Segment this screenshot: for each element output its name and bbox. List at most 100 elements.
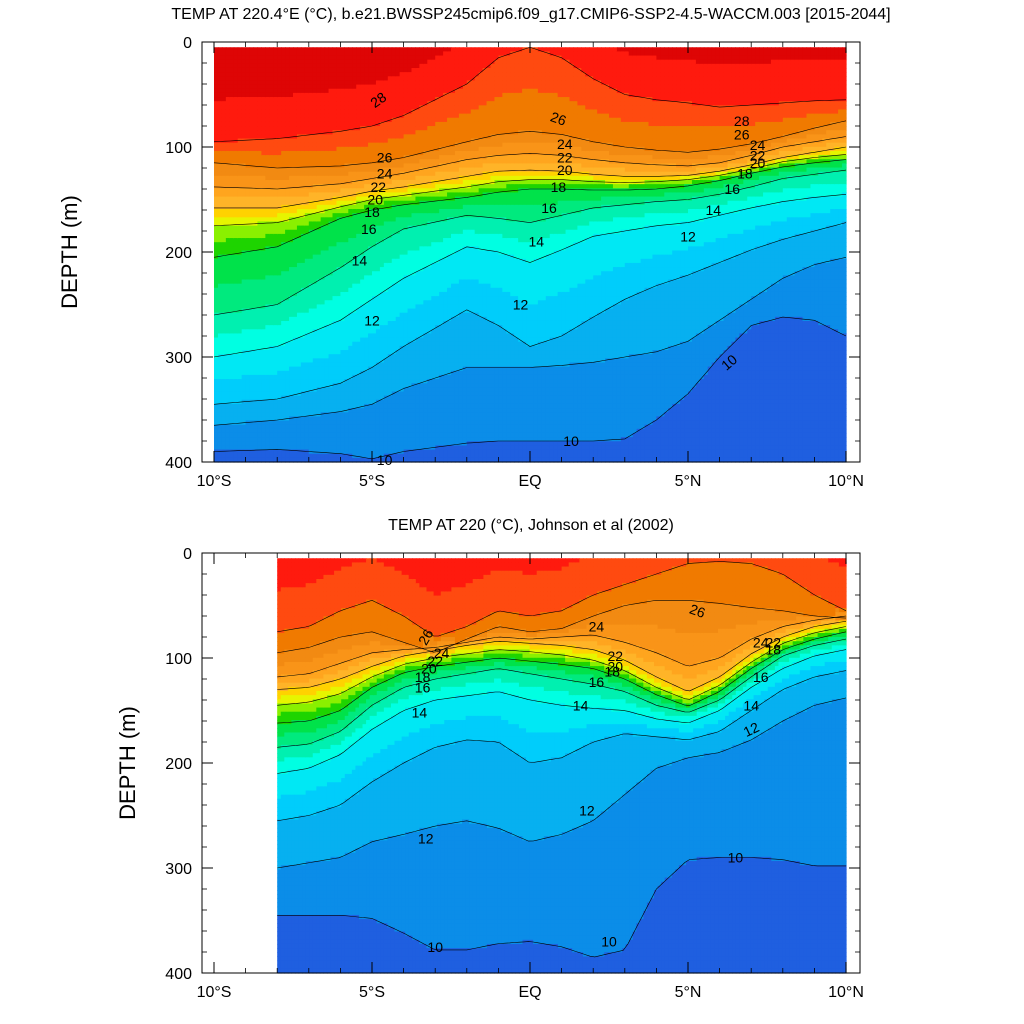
temp-cell [289, 80, 294, 86]
temp-cell [245, 267, 251, 272]
temp-cell [300, 63, 306, 69]
temp-cell [300, 51, 306, 57]
temp-cell [308, 80, 314, 86]
temp-cell [395, 200, 401, 206]
temp-cell [320, 383, 326, 388]
temp-cell [245, 399, 251, 405]
temp-cell [399, 383, 405, 388]
temp-cell [217, 97, 223, 102]
temp-cell [273, 242, 278, 247]
temp-cell [233, 221, 239, 227]
temp-cell [281, 130, 286, 135]
temp-cell [273, 437, 278, 442]
temp-cell [324, 242, 330, 247]
temp-cell [293, 329, 298, 335]
temp-cell [285, 445, 290, 451]
temp-cell [245, 408, 251, 413]
temp-cell [253, 217, 259, 223]
temp-cell [312, 403, 318, 409]
temp-cell [285, 325, 290, 330]
temp-cell [253, 233, 259, 239]
temp-cell [308, 308, 314, 314]
temp-cell [328, 379, 334, 384]
temp-cell [229, 250, 235, 256]
temp-cell [360, 171, 365, 177]
temp-cell [261, 80, 266, 86]
temp-cell [332, 391, 338, 397]
temp-cell [372, 138, 377, 144]
temp-cell [387, 47, 393, 52]
temp-cell [273, 196, 278, 202]
temp-cell [360, 55, 365, 61]
temp-cell [372, 271, 377, 276]
temp-cell [379, 67, 385, 73]
temp-cell [352, 333, 357, 339]
temp-cell [261, 200, 266, 206]
temp-cell [269, 113, 274, 119]
temp-cell [265, 358, 270, 364]
temp-cell [249, 184, 255, 189]
temp-cell [261, 316, 266, 322]
temp-cell [225, 424, 231, 430]
temp-cell [395, 416, 401, 422]
temp-cell [324, 246, 330, 252]
temp-cell [217, 238, 223, 243]
temp-cell [249, 445, 255, 451]
temp-cell [336, 387, 341, 393]
temp-cell [245, 171, 251, 177]
temp-cell [214, 55, 219, 61]
temp-cell [241, 283, 247, 289]
temp-cell [368, 341, 373, 347]
temp-cell [312, 250, 318, 256]
temp-cell [403, 196, 409, 202]
temp-cell [257, 308, 262, 314]
temp-cell [269, 84, 274, 90]
temp-cell [387, 283, 393, 289]
temp-cell [332, 171, 338, 177]
temp-cell [277, 350, 282, 355]
temp-cell [340, 300, 345, 305]
temp-cell [395, 320, 401, 326]
temp-cell [265, 279, 270, 285]
temp-cell [332, 403, 338, 409]
temp-cell [225, 308, 231, 314]
temp-cell [296, 126, 302, 131]
temp-cell [348, 271, 353, 276]
temp-cell [233, 267, 239, 272]
temp-cell [407, 279, 413, 285]
temp-cell [300, 209, 306, 214]
temp-cell [344, 337, 349, 343]
temp-cell [225, 383, 231, 388]
temp-cell [344, 200, 349, 206]
temp-cell [277, 296, 282, 301]
temp-cell [328, 126, 334, 131]
temp-cell [277, 163, 282, 169]
temp-cell [383, 428, 389, 434]
temp-cell [383, 320, 389, 326]
temp-cell [348, 275, 353, 281]
temp-cell [348, 445, 353, 451]
temp-cell [340, 204, 345, 210]
temp-cell [407, 126, 413, 131]
temp-cell [229, 437, 235, 442]
temp-cell [403, 229, 409, 235]
temp-cell [229, 184, 235, 189]
temp-cell [300, 175, 306, 181]
temp-cell [348, 304, 353, 310]
temp-cell [403, 179, 409, 185]
temp-cell [281, 350, 286, 355]
temp-cell [344, 432, 349, 438]
temp-cell [229, 200, 235, 206]
temp-cell [237, 304, 243, 310]
temp-cell [360, 333, 365, 339]
temp-cell [395, 296, 401, 301]
temp-cell [217, 333, 223, 339]
temp-cell [221, 109, 227, 115]
temp-cell [320, 333, 326, 339]
temp-cell [387, 171, 393, 177]
temp-cell [356, 457, 361, 463]
temp-cell [387, 126, 393, 131]
temp-cell [320, 437, 326, 442]
temp-cell [375, 262, 381, 268]
temp-cell [249, 246, 255, 252]
